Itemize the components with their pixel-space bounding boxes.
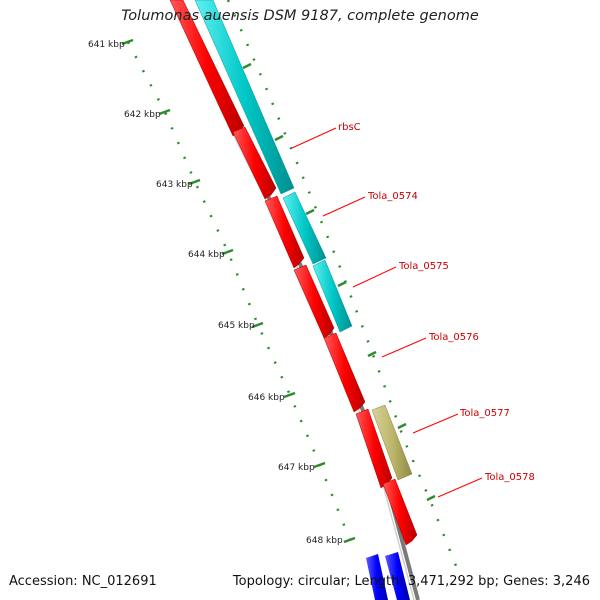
blue-gene-2[interactable] — [385, 552, 410, 600]
gene-label-line-1 — [291, 127, 337, 149]
cyan-feature-3 — [312, 259, 353, 333]
ruler-ticks — [121, 38, 356, 544]
cyan-feature-track — [194, 0, 353, 333]
gene-arrow-3[interactable] — [264, 195, 305, 269]
ruler-tick-643 — [188, 178, 201, 186]
map-title: Tolumonas auensis DSM 9187, complete gen… — [121, 8, 479, 24]
gene-label-line-5 — [412, 413, 459, 434]
ruler-label-646: 646 kbp — [248, 393, 285, 403]
gene-arrow-5[interactable] — [323, 332, 366, 413]
outer-ruler-ticks — [226, 0, 458, 567]
gene-label-5[interactable]: Tola_0577 — [459, 408, 510, 419]
ruler-label-648: 648 kbp — [306, 536, 343, 546]
gene-label-1[interactable]: rbsC — [338, 122, 361, 133]
outer-tick-2 — [274, 134, 284, 142]
outer-tick-1 — [242, 62, 252, 70]
gene-label-line-3 — [352, 266, 397, 288]
gene-arrow-4[interactable] — [293, 264, 335, 339]
blue-gene-track — [366, 552, 410, 600]
accession-text: Accession: NC_012691 — [9, 574, 157, 589]
outer-tick-4 — [337, 280, 347, 288]
gene-label-2[interactable]: Tola_0574 — [367, 191, 418, 202]
backbone-line-inner — [170, 0, 415, 600]
outer-tick-7 — [426, 494, 436, 502]
ruler-labels: 641 kbp 642 kbp 643 kbp 644 kbp 645 kbp … — [88, 40, 343, 546]
gene-label-line-2 — [322, 196, 366, 217]
ruler-label-643: 643 kbp — [156, 180, 193, 190]
gene-label-6[interactable]: Tola_0578 — [484, 472, 535, 483]
outer-dotted-track — [226, 0, 458, 567]
ruler-tick-641 — [121, 38, 134, 46]
khaki-feature-1 — [371, 404, 413, 481]
blue-gene-1[interactable] — [366, 554, 388, 600]
gene-arrow-6[interactable] — [355, 408, 393, 489]
genome-summary: Topology: circular; Length: 3,471,292 bp… — [232, 574, 590, 589]
outer-tick-5 — [367, 350, 377, 358]
ruler-label-645: 645 kbp — [218, 321, 255, 331]
gene-track — [169, 0, 418, 546]
gene-label-line-4 — [381, 337, 427, 358]
ruler-tick-648 — [343, 536, 356, 544]
outer-tick-3 — [305, 208, 315, 216]
gene-labels: rbsC Tola_0574 Tola_0575 Tola_0576 Tola_0577… — [291, 122, 535, 498]
ruler-label-644: 644 kbp — [188, 250, 225, 260]
ruler-label-647: 647 kbp — [278, 463, 315, 473]
ruler-tick-647 — [313, 461, 326, 469]
ruler-tick-646 — [283, 391, 296, 399]
ruler-tick-645 — [251, 321, 264, 329]
outer-tick-6 — [397, 422, 407, 430]
gene-label-4[interactable]: Tola_0576 — [428, 332, 479, 343]
cyan-feature-1 — [194, 0, 295, 195]
khaki-feature-track — [371, 404, 413, 481]
gene-arrow-7[interactable] — [382, 478, 418, 546]
backbone — [170, 0, 420, 600]
ruler-tick-642 — [158, 108, 171, 116]
gene-label-3[interactable]: Tola_0575 — [398, 261, 449, 272]
ruler-tick-644 — [221, 248, 234, 256]
ruler-label-642: 642 kbp — [124, 110, 161, 120]
gene-label-line-6 — [437, 477, 483, 498]
gene-arrow-2[interactable] — [232, 126, 277, 200]
cyan-feature-2 — [282, 191, 327, 265]
ruler-dotted-track — [126, 41, 352, 541]
ruler-label-641: 641 kbp — [88, 40, 125, 50]
